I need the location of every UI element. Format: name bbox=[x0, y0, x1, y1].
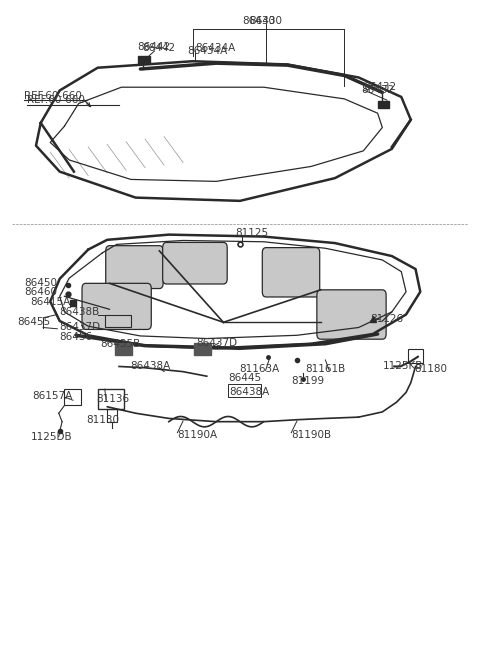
Bar bbox=[193, 343, 211, 355]
Text: 86432: 86432 bbox=[363, 83, 396, 92]
FancyBboxPatch shape bbox=[317, 290, 386, 339]
Text: 86430: 86430 bbox=[250, 16, 283, 26]
Text: 1125DB: 1125DB bbox=[31, 432, 73, 441]
Text: 81199: 81199 bbox=[291, 376, 324, 386]
Text: 86438A: 86438A bbox=[229, 388, 270, 398]
Text: 86450: 86450 bbox=[24, 278, 57, 288]
Bar bbox=[408, 349, 423, 364]
FancyBboxPatch shape bbox=[82, 284, 151, 329]
Text: 86442: 86442 bbox=[143, 43, 176, 53]
Bar bbox=[64, 389, 81, 405]
Bar bbox=[115, 343, 132, 355]
FancyBboxPatch shape bbox=[106, 246, 163, 289]
Text: 86435B: 86435B bbox=[100, 339, 140, 348]
Bar bbox=[378, 102, 389, 108]
Text: 86456: 86456 bbox=[59, 332, 92, 343]
Text: 86437D: 86437D bbox=[196, 338, 238, 348]
Bar bbox=[228, 384, 261, 397]
Text: 81163A: 81163A bbox=[239, 364, 279, 374]
Text: 86432: 86432 bbox=[361, 85, 394, 96]
Text: 86445: 86445 bbox=[228, 373, 261, 383]
Text: 86455: 86455 bbox=[17, 317, 50, 328]
Text: 86460: 86460 bbox=[24, 288, 57, 297]
Text: 86442: 86442 bbox=[137, 42, 170, 52]
Text: 81161B: 81161B bbox=[305, 364, 346, 374]
Text: 81130: 81130 bbox=[86, 415, 119, 424]
Bar bbox=[105, 314, 131, 328]
Text: 86434A: 86434A bbox=[195, 43, 235, 53]
Text: 81180: 81180 bbox=[415, 364, 447, 374]
FancyBboxPatch shape bbox=[262, 248, 320, 297]
FancyBboxPatch shape bbox=[163, 242, 227, 284]
Text: 81190B: 81190B bbox=[291, 430, 331, 440]
Text: REF.60-660: REF.60-660 bbox=[26, 95, 84, 105]
Text: 86415A: 86415A bbox=[30, 297, 71, 307]
Bar bbox=[138, 56, 150, 62]
Bar bbox=[107, 409, 117, 422]
Text: 81126: 81126 bbox=[371, 314, 404, 324]
Text: REF.60-660: REF.60-660 bbox=[24, 90, 82, 101]
Text: 86438B: 86438B bbox=[59, 307, 99, 317]
Text: 86157A: 86157A bbox=[32, 391, 72, 402]
Text: 86437D: 86437D bbox=[59, 322, 100, 333]
Text: 81136: 81136 bbox=[96, 394, 130, 404]
Text: 86438A: 86438A bbox=[130, 362, 170, 371]
Text: 81190A: 81190A bbox=[178, 430, 217, 440]
Text: 1125KB: 1125KB bbox=[383, 362, 423, 371]
Text: 86434A: 86434A bbox=[187, 47, 227, 56]
Text: 86430: 86430 bbox=[242, 16, 276, 26]
Bar bbox=[97, 389, 124, 409]
Text: 81125: 81125 bbox=[235, 229, 268, 238]
